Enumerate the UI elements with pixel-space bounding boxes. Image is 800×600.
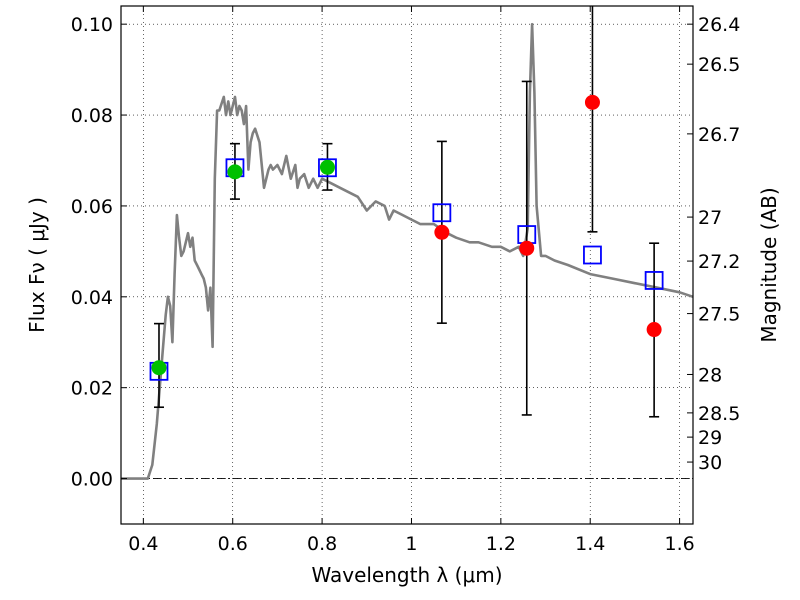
right-tick-label: 26.7 bbox=[698, 124, 740, 146]
model-spectrum bbox=[121, 22, 694, 480]
right-tick-label: 27.2 bbox=[698, 251, 740, 273]
circle-marker bbox=[584, 94, 600, 110]
square-marker bbox=[432, 203, 452, 223]
y-tick-label: 0.04 bbox=[71, 287, 113, 309]
circle-marker bbox=[319, 159, 335, 175]
y-tick-labels: 0.00 0.02 0.04 0.06 0.08 0.10 bbox=[71, 14, 113, 490]
y-tick-label: 0.02 bbox=[71, 378, 113, 400]
observed-photometry-circles bbox=[151, 94, 662, 376]
plot-background bbox=[121, 6, 693, 524]
circle-marker bbox=[227, 164, 243, 180]
x-tick-label: 0.8 bbox=[307, 533, 337, 555]
x-tick-label: 0.6 bbox=[218, 533, 248, 555]
circle-marker bbox=[646, 322, 662, 338]
y-tick-label: 0.00 bbox=[71, 469, 113, 491]
x-tick-label: 1.4 bbox=[575, 533, 605, 555]
y-tick-label: 0.10 bbox=[71, 14, 113, 36]
x-tick-labels: 0.4 0.6 0.8 1 1.2 1.4 1.6 bbox=[128, 533, 694, 555]
right-axis-title: Magnitude (AB) bbox=[757, 187, 781, 342]
right-tick-label: 28.5 bbox=[698, 403, 740, 425]
model-photometry-squares bbox=[149, 158, 664, 381]
spectrum-line bbox=[121, 22, 694, 480]
right-tick-label: 29 bbox=[698, 427, 722, 449]
circle-marker bbox=[434, 224, 450, 240]
right-tick-labels: 26.4 26.5 26.7 27 27.2 27.5 28 28.529 30 bbox=[698, 14, 740, 474]
square-marker bbox=[644, 271, 664, 290]
x-tick-label: 1.6 bbox=[664, 533, 694, 555]
square-marker bbox=[583, 245, 602, 265]
right-tick-label: 26.4 bbox=[698, 14, 740, 36]
plot-frame bbox=[120, 5, 694, 525]
circle-marker bbox=[151, 360, 167, 376]
axis-ticks bbox=[121, 6, 693, 524]
right-tick-label: 27.5 bbox=[698, 304, 740, 326]
circle-marker bbox=[519, 240, 535, 256]
x-axis-title: Wavelength λ (μm) bbox=[311, 563, 502, 587]
x-tick-label: 1 bbox=[405, 533, 417, 555]
y-axis-title: Flux Fν ( μJy ) bbox=[25, 197, 49, 333]
right-tick-label: 27 bbox=[698, 207, 722, 229]
right-tick-label: 28 bbox=[698, 364, 722, 386]
x-tick-label: 1.2 bbox=[486, 533, 516, 555]
square-marker bbox=[318, 158, 337, 178]
y-tick-label: 0.06 bbox=[71, 196, 113, 218]
right-tick-label: 30 bbox=[698, 452, 722, 474]
y-tick-label: 0.08 bbox=[71, 105, 113, 127]
right-tick-label: 26.5 bbox=[698, 54, 740, 76]
x-tick-label: 0.4 bbox=[128, 533, 158, 555]
